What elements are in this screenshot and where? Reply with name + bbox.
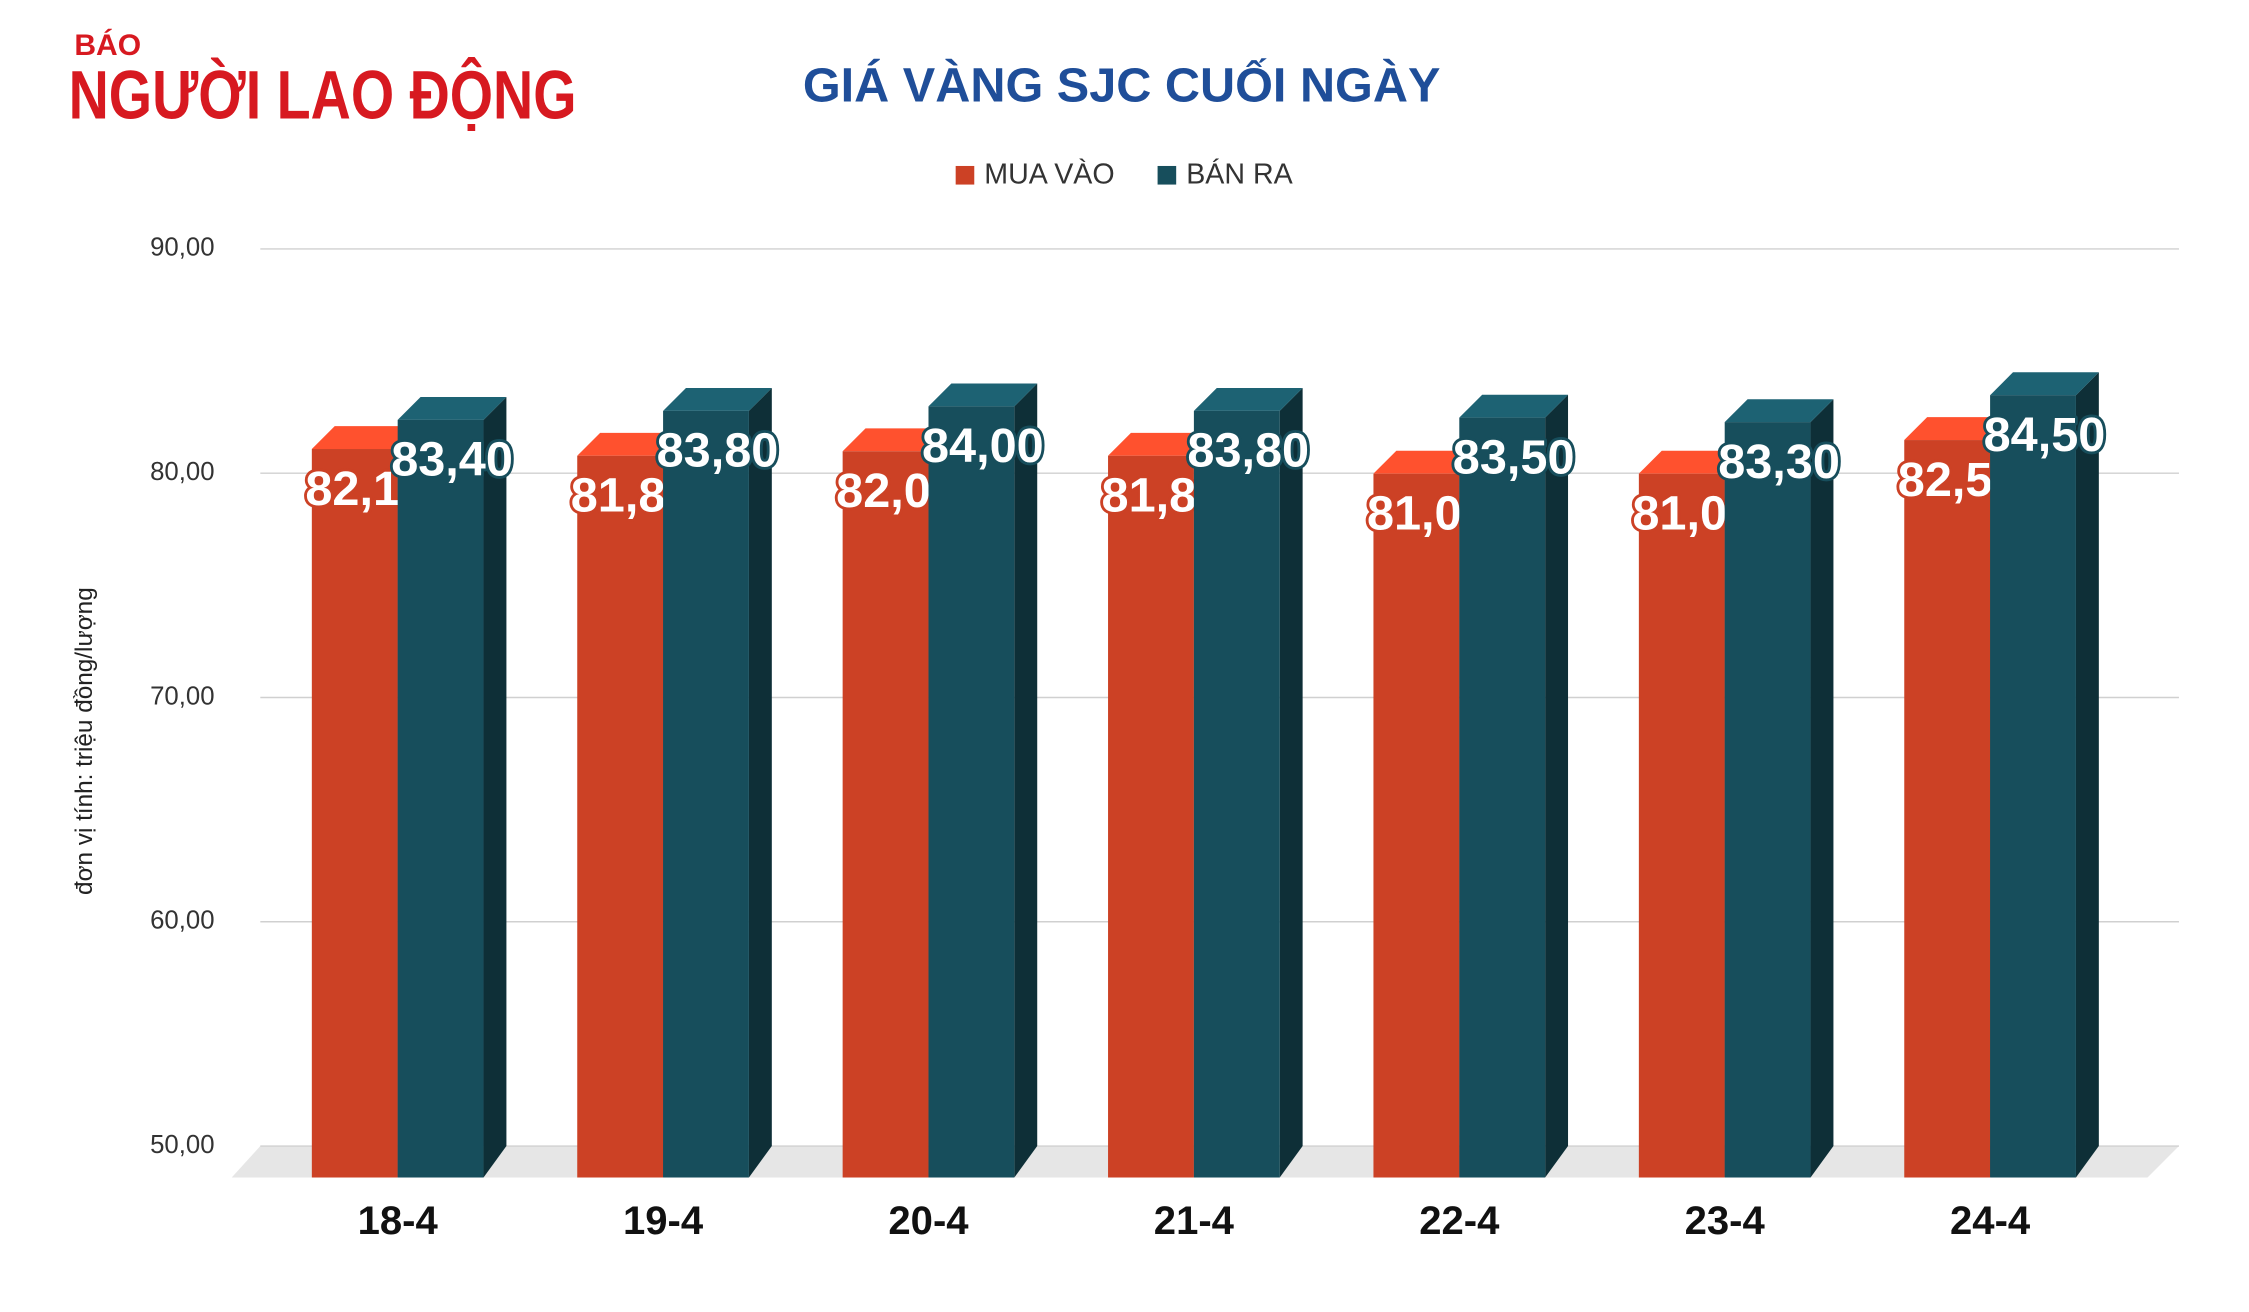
bar — [1459, 417, 1546, 1178]
bar — [577, 455, 664, 1178]
bar-top — [1990, 372, 2099, 396]
bar — [1373, 473, 1460, 1178]
bar-side — [2075, 372, 2099, 1178]
x-tick-label: 23-4 — [1685, 1199, 1766, 1243]
y-axis-label: đơn vị tính: triệu đồng/lượng — [71, 587, 98, 895]
data-label: 83,40 — [391, 433, 513, 487]
bar — [397, 419, 484, 1178]
data-label: 83,80 — [1187, 424, 1309, 478]
brand-prefix: BÁO — [74, 28, 141, 62]
data-label: 83,30 — [1718, 435, 1840, 489]
bar-side — [1279, 387, 1303, 1178]
bar-side — [483, 396, 507, 1178]
bar-top — [1904, 417, 2013, 441]
bar-top — [1459, 394, 1569, 418]
bar — [1193, 410, 1280, 1178]
bar-top — [311, 426, 421, 450]
bar — [1990, 395, 2076, 1178]
x-tick-label: 24-4 — [1950, 1199, 2031, 1243]
brand-name: NGƯỜI LAO ĐỘNG — [69, 56, 577, 133]
bar-top — [1193, 387, 1303, 411]
y-tick-label: 80,00 — [150, 458, 214, 486]
x-tick-label: 22-4 — [1419, 1199, 1500, 1243]
bar — [928, 406, 1015, 1178]
bar — [1638, 473, 1725, 1178]
bar-top — [928, 383, 1038, 407]
bar — [1904, 440, 1991, 1178]
y-tick-label: 60,00 — [150, 907, 214, 935]
legend-swatch — [955, 165, 975, 185]
x-tick-label: 21-4 — [1154, 1199, 1235, 1243]
legend-label: MUA VÀO — [984, 158, 1114, 191]
data-label: 83,50 — [1453, 430, 1575, 484]
legend-swatch — [1157, 165, 1177, 185]
bar-top — [663, 387, 772, 411]
legend-label: BÁN RA — [1186, 158, 1293, 191]
bar-side — [748, 387, 772, 1178]
bar — [1724, 422, 1811, 1178]
bar — [1108, 455, 1194, 1178]
x-tick-label: 18-4 — [358, 1199, 439, 1243]
bar — [663, 410, 749, 1178]
bar-top — [1638, 450, 1748, 474]
y-tick-label: 50,00 — [150, 1131, 214, 1159]
x-tick-label: 20-4 — [888, 1199, 969, 1243]
data-label: 84,50 — [1984, 408, 2106, 462]
x-tick-label: 19-4 — [623, 1199, 704, 1243]
bar-top — [1373, 450, 1483, 474]
bar — [311, 449, 398, 1178]
data-label: 83,80 — [657, 424, 779, 478]
bar-top — [1724, 399, 1834, 423]
bar-top — [397, 396, 507, 420]
bar-top — [842, 428, 952, 452]
bar — [842, 451, 929, 1178]
data-label: 84,00 — [922, 419, 1044, 473]
bar-top — [1108, 432, 1217, 456]
bar-side — [1014, 383, 1038, 1178]
bar-side — [1545, 394, 1569, 1178]
chart-title: GIÁ VÀNG SJC CUỐI NGÀY — [803, 58, 1441, 113]
y-tick-label: 90,00 — [150, 234, 214, 262]
bar-top — [577, 432, 686, 456]
bar-side — [1810, 399, 1834, 1178]
y-tick-label: 70,00 — [150, 682, 214, 710]
